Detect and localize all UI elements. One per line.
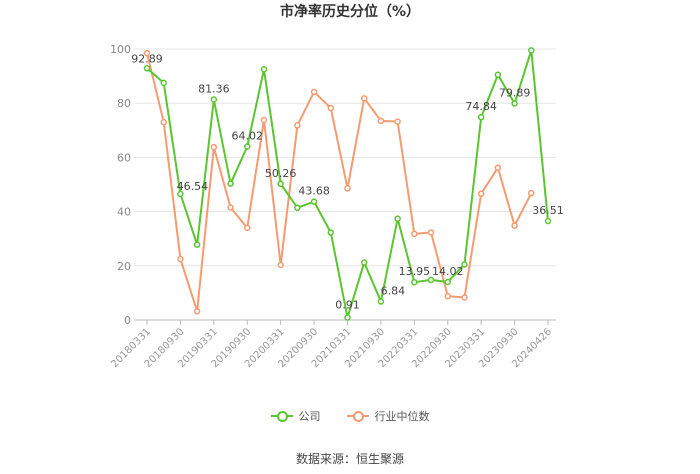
data-point-0	[344, 314, 351, 321]
data-point-1	[461, 294, 468, 301]
legend-swatch-industry-median	[346, 411, 369, 422]
data-point-1	[360, 95, 368, 102]
data-label: 74.84	[465, 100, 497, 113]
data-label: 50.26	[265, 167, 297, 180]
data-point-0	[210, 96, 218, 103]
legend-swatch-company	[270, 411, 293, 422]
data-point-0	[411, 278, 418, 286]
data-point-0	[360, 259, 368, 266]
series-line-1	[146, 52, 533, 313]
data-point-1	[411, 230, 418, 238]
data-point-1	[528, 189, 535, 197]
data-point-0	[544, 217, 552, 225]
data-point-1	[494, 164, 502, 171]
data-point-1	[427, 229, 435, 236]
data-label: 79.89	[499, 86, 531, 99]
data-point-0	[277, 180, 284, 188]
chart-title: 市净率历史分位（%）	[280, 3, 420, 20]
data-point-0	[444, 278, 451, 286]
data-point-0	[511, 100, 518, 107]
data-point-0	[377, 298, 385, 305]
data-point-1	[377, 117, 385, 125]
data-point-1	[244, 224, 251, 232]
y-tick-label: 60	[117, 151, 131, 164]
data-point-1	[177, 255, 184, 263]
data-label: 43.68	[298, 185, 330, 198]
data-point-1	[260, 116, 268, 124]
axis-layer: 0204060801002018033120180930201903312019…	[109, 43, 556, 370]
data-point-1	[193, 308, 201, 315]
series-layer	[143, 47, 552, 321]
legend: 公司 行业中位数	[0, 408, 700, 424]
data-label: 64.02	[232, 130, 264, 143]
line-chart: 市净率历史分位（%） 02040608010020180331201809302…	[109, 3, 564, 370]
y-tick-label: 20	[117, 260, 131, 273]
data-point-1	[477, 190, 485, 197]
data-point-0	[294, 204, 301, 212]
data-point-0	[427, 276, 435, 284]
data-point-0	[477, 113, 485, 121]
data-point-0	[494, 71, 502, 78]
data-point-1	[444, 292, 451, 300]
data-label: 14.02	[432, 265, 464, 278]
data-point-0	[177, 190, 184, 198]
data-source: 数据来源：恒生聚源	[295, 452, 404, 466]
data-point-0	[160, 79, 167, 87]
legend-label-industry-median: 行业中位数	[374, 410, 430, 423]
data-label: 81.36	[198, 83, 230, 96]
data-point-1	[227, 204, 234, 211]
data-label: 0.91	[335, 299, 360, 312]
data-point-1	[327, 104, 335, 112]
data-label: 36.51	[532, 204, 564, 217]
data-point-0	[227, 180, 234, 187]
data-point-0	[244, 143, 251, 150]
data-point-0	[310, 198, 318, 205]
data-point-0	[193, 241, 201, 248]
y-tick-label: 100	[110, 43, 131, 56]
data-point-0	[394, 215, 401, 222]
data-point-1	[210, 143, 218, 151]
data-point-0	[143, 65, 151, 72]
data-point-0	[528, 47, 535, 54]
data-label: 92.89	[131, 52, 163, 65]
legend-item-company[interactable]: 公司	[270, 408, 321, 424]
data-point-0	[461, 261, 468, 268]
data-point-1	[143, 49, 151, 57]
data-point-1	[160, 118, 167, 126]
y-tick-label: 80	[117, 97, 131, 110]
y-tick-label: 40	[117, 206, 131, 219]
data-point-1	[294, 122, 301, 129]
data-label: 46.54	[177, 180, 209, 193]
data-label: 13.95	[399, 265, 431, 278]
data-point-0	[260, 66, 268, 73]
data-point-1	[344, 185, 351, 192]
data-point-1	[277, 261, 284, 269]
y-tick-label: 0	[124, 314, 131, 327]
data-point-0	[327, 229, 335, 236]
legend-label-company: 公司	[298, 410, 321, 423]
data-label: 6.84	[381, 284, 406, 297]
data-point-1	[310, 88, 318, 96]
data-point-1	[511, 222, 518, 229]
data-point-1	[394, 118, 401, 125]
legend-item-industry-median[interactable]: 行业中位数	[346, 408, 430, 424]
